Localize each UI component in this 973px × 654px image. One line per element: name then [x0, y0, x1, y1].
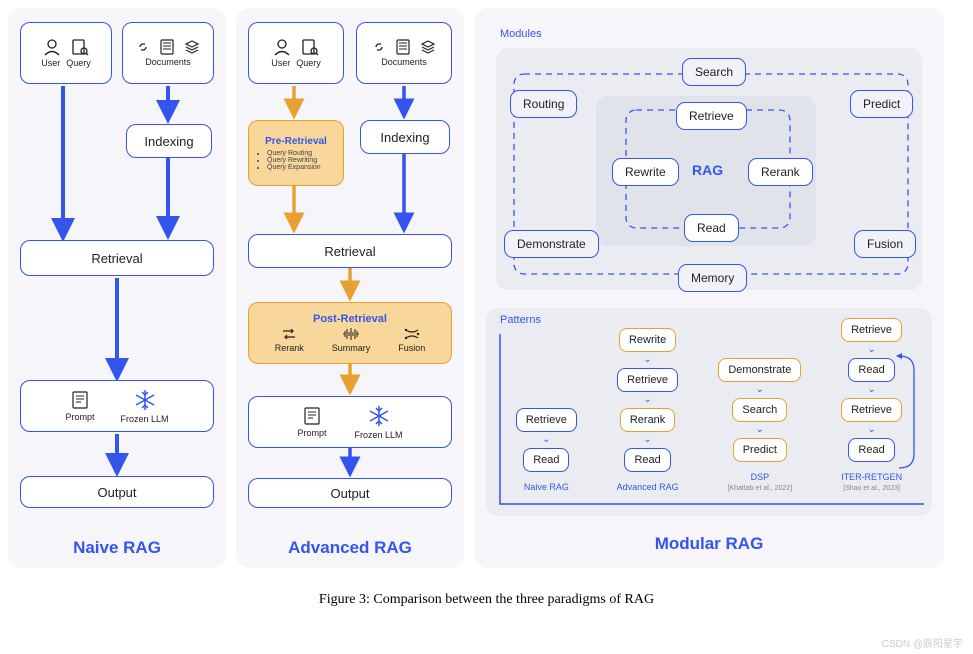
- pat-step: Retrieve: [516, 408, 577, 432]
- pat-step: Rerank: [620, 408, 675, 432]
- adv-title: Advanced RAG: [236, 538, 464, 558]
- adv-documents: Documents: [356, 22, 452, 84]
- link-icon: [372, 39, 386, 55]
- pat-step: Retrieve: [841, 398, 902, 422]
- mod-rerank: Rerank: [748, 158, 813, 186]
- naive-retrieval: Retrieval: [20, 240, 214, 276]
- patterns-section: Patterns Retrieve ⌄ Read Naive RAG Rewri…: [486, 308, 932, 516]
- mod-retrieve: Retrieve: [676, 102, 747, 130]
- naive-prompt-llm: Prompt Frozen LLM: [20, 380, 214, 432]
- figure-container: UserQuery Documents Indexing Retrieval P…: [0, 0, 973, 576]
- naive-panel: UserQuery Documents Indexing Retrieval P…: [8, 8, 226, 568]
- doc-icon: [160, 39, 174, 55]
- summary-icon: [341, 327, 361, 341]
- mod-predict: Predict: [850, 90, 913, 118]
- pat-step: Demonstrate: [718, 358, 801, 382]
- rerank-icon: [281, 327, 297, 341]
- adv-retrieval: Retrieval: [248, 234, 452, 268]
- mod-read: Read: [684, 214, 739, 242]
- prompt-icon: [303, 406, 321, 426]
- prompt-icon: [71, 390, 89, 410]
- pat-advanced: Rewrite ⌄ Retrieve ⌄ Rerank ⌄ Read Advan…: [617, 328, 679, 492]
- patterns-label: Patterns: [500, 314, 541, 326]
- adv-prompt-llm: Prompt Frozen LLM: [248, 396, 452, 448]
- naive-user-query: UserQuery: [20, 22, 112, 84]
- link-icon: [136, 39, 150, 55]
- mod-search: Search: [682, 58, 746, 86]
- pat-step: Read: [848, 358, 894, 382]
- user-icon: [43, 38, 61, 56]
- mod-center: RAG: [692, 162, 723, 178]
- mod-routing: Routing: [510, 90, 577, 118]
- adv-pre-retrieval: Pre-Retrieval Query Routing Query Rewrit…: [248, 120, 344, 186]
- mod-demonstrate: Demonstrate: [504, 230, 599, 258]
- naive-documents: Documents: [122, 22, 214, 84]
- watermark: CSDN @辰阳星宇: [882, 635, 963, 650]
- adv-post-retrieval: Post-Retrieval Rerank Summary Fusion: [248, 302, 452, 364]
- pat-step: Read: [624, 448, 670, 472]
- user-icon: [273, 38, 291, 56]
- query-icon: [71, 38, 89, 56]
- doc-icon: [396, 39, 410, 55]
- fusion-icon: [404, 327, 420, 341]
- stack-icon: [184, 39, 200, 55]
- pat-iter: Retrieve ⌄ Read ⌄ Retrieve ⌄ Read ITER-R…: [841, 318, 902, 492]
- modules-label: Modules: [500, 28, 542, 40]
- pat-step: Search: [732, 398, 787, 422]
- naive-indexing: Indexing: [126, 124, 212, 158]
- pat-step: Predict: [733, 438, 787, 462]
- figure-caption: Figure 3: Comparison between the three p…: [0, 592, 973, 608]
- snowflake-icon: [133, 388, 157, 412]
- adv-output: Output: [248, 478, 452, 508]
- query-icon: [301, 38, 319, 56]
- mod-fusion: Fusion: [854, 230, 916, 258]
- advanced-panel: UserQuery Documents Pre-Retrieval Query …: [236, 8, 464, 568]
- pat-step: Read: [848, 438, 894, 462]
- pat-step: Rewrite: [619, 328, 676, 352]
- pat-step: Read: [523, 448, 569, 472]
- pat-step: Retrieve: [841, 318, 902, 342]
- modules-section: Modules Routing Search Predict Fusion Me…: [486, 22, 932, 298]
- modular-panel: Modules Routing Search Predict Fusion Me…: [474, 8, 944, 568]
- mod-memory: Memory: [678, 264, 747, 292]
- mod-rewrite: Rewrite: [612, 158, 679, 186]
- adv-indexing: Indexing: [360, 120, 450, 154]
- pat-naive: Retrieve ⌄ Read Naive RAG: [516, 408, 577, 492]
- naive-title: Naive RAG: [8, 538, 226, 558]
- snowflake-icon: [367, 404, 391, 428]
- modular-title: Modular RAG: [486, 534, 932, 554]
- stack-icon: [420, 39, 436, 55]
- pat-dsp: Demonstrate ⌄ Search ⌄ Predict DSP[Khatt…: [718, 358, 801, 492]
- adv-user-query: UserQuery: [248, 22, 344, 84]
- naive-output: Output: [20, 476, 214, 508]
- pat-step: Retrieve: [617, 368, 678, 392]
